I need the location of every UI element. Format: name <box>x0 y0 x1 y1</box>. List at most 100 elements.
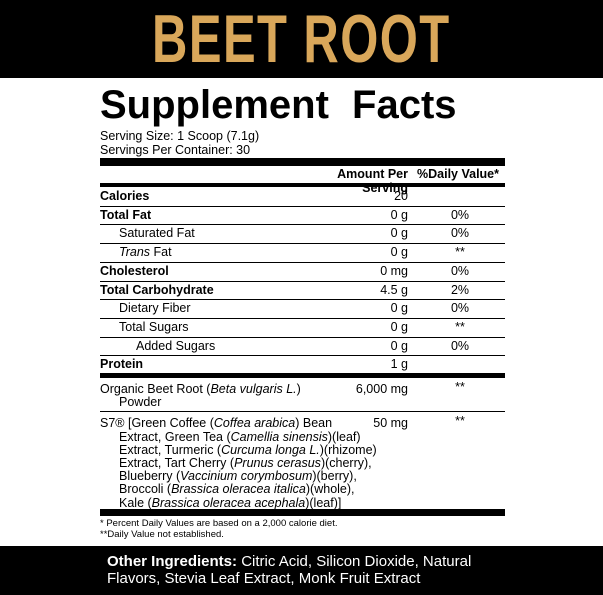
ingredient-text: Curcuma longa L. <box>221 442 320 457</box>
nutrient-name: Calories <box>100 189 149 203</box>
rule <box>100 183 505 187</box>
ingredient-amount: 50 mg <box>373 416 408 431</box>
ingredient-line: S7® [Green Coffee (Coffea arabica) Bean <box>100 416 332 430</box>
nutrient-daily-value: 0% <box>450 207 470 222</box>
rule <box>100 261 505 263</box>
ingredient-text: ) <box>296 382 301 396</box>
rule <box>100 243 505 245</box>
rule <box>100 158 505 166</box>
nutrient-name: Protein <box>100 357 143 371</box>
nutrient-daily-value: 0% <box>450 301 470 316</box>
other-ingredients-label: Other Ingredients: <box>107 553 238 570</box>
nutrient-amount: 1 g <box>390 357 408 372</box>
ingredient-amount: 6,000 mg <box>355 382 408 396</box>
rule <box>100 317 505 319</box>
nutrient-daily-value: ** <box>455 319 465 334</box>
ingredient-text: Broccoli ( <box>119 482 172 497</box>
ingredient-text: Kale ( <box>119 495 152 510</box>
nutrient-amount: 0 g <box>390 319 408 334</box>
ingredient-text: Coffea arabica <box>213 416 296 431</box>
ingredient-text: ) Bean <box>295 416 333 431</box>
rule <box>100 205 505 207</box>
nutrient-amount: 4.5 g <box>380 282 408 297</box>
ingredient-text: Vaccinium corymbosum <box>180 469 313 484</box>
footnote: **Daily Value not established. <box>100 529 224 540</box>
other-ingredients: Other Ingredients: Citric Acid, Silicon … <box>107 553 507 587</box>
ingredient-text: )(berry), <box>312 469 357 484</box>
ingredient-text: Extract, Tart Cherry ( <box>119 456 235 470</box>
nutrient-name: Cholesterol <box>100 264 169 278</box>
ingredient-text: )(cherry), <box>320 456 372 470</box>
nutrient-name-italic: Trans <box>119 245 151 260</box>
nutrient-daily-value: 0% <box>450 226 470 241</box>
ingredient-line: Blueberry (Vaccinium corymbosum)(berry), <box>119 469 357 483</box>
rule <box>100 280 505 282</box>
ingredient-text: Beta vulgaris L. <box>210 382 297 396</box>
ingredient-text: )(whole), <box>305 482 355 497</box>
nutrient-name-text: Dietary Fiber <box>119 301 191 316</box>
ingredient-text: )(rhizome) <box>319 442 377 457</box>
nutrient-daily-value: ** <box>455 245 465 260</box>
rule <box>100 224 505 226</box>
nutrient-name-text: Cholesterol <box>100 263 169 278</box>
ingredient-line: Powder <box>119 395 161 409</box>
nutrient-name: Total Sugars <box>119 320 188 334</box>
nutrient-name-text: Fat <box>153 245 172 260</box>
ingredient-line: Kale (Brassica oleracea acephala)(leaf)] <box>119 496 341 510</box>
rule <box>100 509 505 516</box>
other-ingredients-text: Citric Acid, Silicon Dioxide, Natural Fl… <box>107 553 472 587</box>
ingredient-text: Camellia sinensis <box>230 429 328 444</box>
ingredient-text: Powder <box>119 395 162 410</box>
ingredient-text: Blueberry ( <box>119 469 181 484</box>
nutrient-amount: 0 g <box>390 245 408 260</box>
panel-title: Supplement Facts <box>100 83 457 127</box>
ingredient-daily-value: ** <box>455 414 465 429</box>
ingredient-text: Brassica oleracea acephala <box>151 495 306 510</box>
nutrient-amount: 0 mg <box>380 263 408 278</box>
rule <box>100 411 505 413</box>
nutrient-name-text: Total Carbohydrate <box>100 282 214 297</box>
nutrient-amount: 20 <box>394 189 408 203</box>
brand-title-text: BEET ROOT <box>152 1 451 77</box>
nutrient-name-text: Total Fat <box>100 207 152 222</box>
ingredient-text: Extract, Turmeric ( <box>119 442 222 457</box>
nutrient-amount: 0 g <box>390 226 408 241</box>
ingredient-line: Extract, Green Tea (Camellia sinensis)(l… <box>119 430 361 444</box>
nutrient-name-text: Added Sugars <box>136 338 216 353</box>
nutrient-amount: 0 g <box>390 338 408 353</box>
rule <box>100 373 505 378</box>
facts-panel: Supplement Facts Serving Size: 1 Scoop (7… <box>0 78 603 546</box>
nutrient-daily-value: 0% <box>450 338 470 353</box>
nutrient-daily-value: 2% <box>450 282 470 297</box>
nutrient-name: Trans Fat <box>119 245 172 259</box>
ingredient-text: Organic Beet Root ( <box>100 382 211 396</box>
ingredient-text: )(leaf) <box>327 429 361 444</box>
nutrient-name: Saturated Fat <box>119 226 195 240</box>
rule <box>100 355 505 357</box>
ingredient-line: Organic Beet Root (Beta vulgaris L.) <box>100 382 301 396</box>
ingredient-text: Prunus cerasus <box>234 456 321 470</box>
ingredient-line: Broccoli (Brassica oleracea italica)(who… <box>119 482 355 496</box>
ingredient-text: Extract, Green Tea ( <box>119 429 231 444</box>
ingredient-daily-value: ** <box>455 380 465 394</box>
rule <box>100 336 505 338</box>
nutrient-name: Total Carbohydrate <box>100 283 214 297</box>
servings-per-container: Servings Per Container: 30 <box>100 143 251 157</box>
ingredient-text: S7® [Green Coffee ( <box>100 416 214 431</box>
ingredient-line: Extract, Turmeric (Curcuma longa L.)(rhi… <box>119 443 377 457</box>
nutrient-name-text: Protein <box>100 357 144 372</box>
footnote: * Percent Daily Values are based on a 2,… <box>100 518 338 529</box>
nutrient-amount: 0 g <box>390 301 408 316</box>
nutrient-amount: 0 g <box>390 207 408 222</box>
ingredient-line: Extract, Tart Cherry (Prunus cerasus)(ch… <box>119 456 372 470</box>
ingredient-text: Brassica oleracea italica <box>171 482 306 497</box>
nutrient-name: Added Sugars <box>136 339 215 353</box>
nutrient-name-text: Calories <box>100 189 150 203</box>
serving-size: Serving Size: 1 Scoop (7.1g) <box>100 129 260 143</box>
nutrient-name: Dietary Fiber <box>119 301 191 315</box>
brand-title: BEET ROOT <box>0 0 603 78</box>
nutrient-name: Total Fat <box>100 208 151 222</box>
header-daily-value: %Daily Value* <box>417 167 499 181</box>
nutrient-name-text: Saturated Fat <box>119 226 195 241</box>
